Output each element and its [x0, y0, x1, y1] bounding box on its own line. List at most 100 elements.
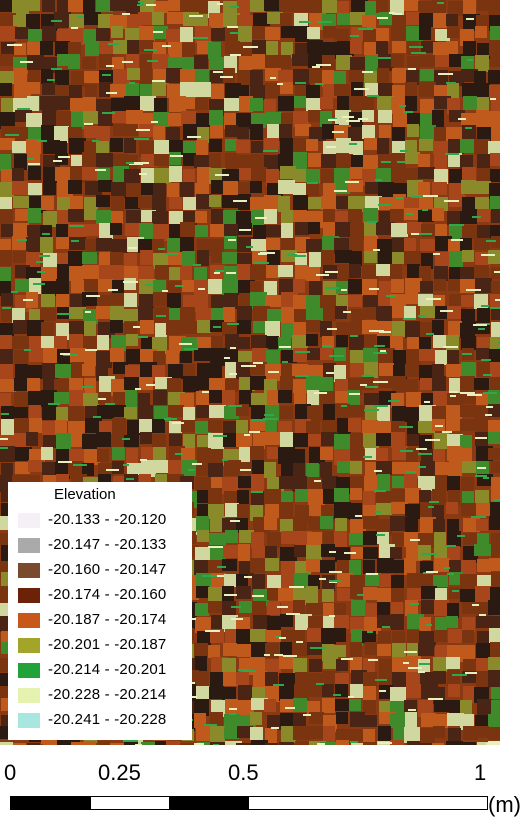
- terrain-cell: [476, 15, 489, 28]
- terrain-cell: [293, 69, 310, 85]
- terrain-cell: [84, 197, 98, 209]
- terrain-cell: [462, 617, 475, 632]
- terrain-cell: [435, 29, 450, 41]
- terrain-cell: [237, 644, 252, 657]
- terrain-cell: [281, 561, 298, 575]
- terrain-cell: [461, 560, 476, 576]
- terrain-contour: [490, 307, 500, 309]
- terrain-contour: [264, 414, 274, 416]
- terrain-cell: [41, 267, 58, 281]
- terrain-cell: [434, 127, 448, 142]
- terrain-contour: [1, 413, 9, 415]
- legend-swatch: [18, 513, 40, 528]
- terrain-cell: [71, 280, 85, 293]
- terrain-cell: [460, 589, 476, 602]
- terrain-cell: [0, 742, 13, 745]
- terrain-cell: [224, 491, 240, 503]
- terrain-contour: [314, 392, 327, 394]
- terrain-cell: [419, 197, 433, 209]
- terrain-contour: [289, 586, 304, 588]
- terrain-cell: [390, 264, 402, 280]
- terrain-cell: [390, 0, 404, 15]
- terrain-cell: [225, 699, 238, 714]
- terrain-contour: [367, 95, 379, 97]
- terrain-cell: [433, 726, 445, 738]
- terrain-cell: [405, 321, 420, 338]
- terrain-cell: [365, 83, 380, 97]
- terrain-cell: [13, 196, 30, 208]
- terrain-contour: [438, 73, 453, 75]
- terrain-cell: [153, 447, 166, 463]
- terrain-cell: [279, 476, 294, 489]
- terrain-cell: [168, 364, 185, 379]
- terrain-contour: [0, 447, 8, 449]
- terrain-contour: [424, 401, 430, 403]
- terrain-cell: [223, 421, 237, 434]
- terrain-cell: [266, 169, 279, 186]
- terrain-contour: [227, 26, 238, 28]
- terrain-cell: [237, 155, 252, 168]
- terrain-cell: [447, 393, 463, 406]
- terrain-contour: [37, 140, 47, 142]
- terrain-cell: [435, 236, 452, 251]
- terrain-cell: [407, 113, 421, 126]
- terrain-cell: [391, 575, 404, 588]
- terrain-cell: [82, 463, 94, 476]
- terrain-cell: [421, 600, 438, 614]
- terrain-cell: [250, 181, 262, 193]
- terrain-cell: [376, 503, 392, 515]
- terrain-cell: [419, 26, 431, 40]
- terrain-cell: [152, 195, 166, 212]
- terrain-cell: [421, 586, 437, 599]
- terrain-contour: [406, 471, 416, 473]
- terrain-cell: [392, 672, 407, 687]
- terrain-cell: [278, 96, 294, 111]
- terrain-cell: [112, 111, 128, 123]
- terrain-cell: [432, 208, 444, 221]
- terrain-cell: [363, 491, 375, 506]
- terrain-cell: [0, 586, 11, 603]
- terrain-cell: [113, 69, 130, 85]
- terrain-cell: [350, 642, 362, 659]
- terrain-cell: [195, 98, 208, 110]
- terrain-cell: [281, 462, 294, 476]
- legend-swatch: [18, 563, 40, 578]
- terrain-cell: [362, 110, 374, 122]
- terrain-cell: [378, 83, 393, 97]
- terrain-contour: [411, 52, 426, 54]
- terrain-contour: [471, 516, 486, 518]
- terrain-cell: [113, 154, 128, 166]
- terrain-contour: [229, 708, 237, 710]
- terrain-cell: [265, 686, 281, 702]
- legend-swatch: [18, 663, 40, 678]
- terrain-cell: [377, 644, 391, 656]
- terrain-cell: [404, 238, 416, 251]
- terrain-cell: [152, 12, 164, 25]
- terrain-contour: [379, 331, 391, 333]
- terrain-cell: [363, 307, 379, 319]
- terrain-cell: [83, 741, 96, 745]
- terrain-contour: [410, 539, 420, 541]
- terrain-cell: [250, 85, 265, 100]
- terrain-cell: [251, 698, 268, 710]
- terrain-cell: [350, 223, 367, 240]
- terrain-cell: [251, 642, 267, 657]
- terrain-cell: [124, 96, 141, 111]
- terrain-cell: [393, 365, 407, 379]
- terrain-cell: [281, 726, 296, 743]
- terrain-cell: [112, 418, 126, 435]
- terrain-cell: [208, 504, 224, 519]
- terrain-cell: [349, 322, 363, 337]
- terrain-contour: [422, 209, 428, 211]
- terrain-cell: [85, 181, 102, 195]
- terrain-cell: [69, 138, 86, 154]
- terrain-contour: [241, 365, 256, 367]
- terrain-contour: [11, 291, 18, 293]
- terrain-cell: [281, 26, 296, 38]
- terrain-cell: [29, 278, 41, 294]
- terrain-contour: [343, 311, 351, 313]
- terrain-cell: [460, 700, 472, 714]
- terrain-cell: [307, 406, 323, 421]
- terrain-contour: [374, 345, 385, 347]
- terrain-cell: [490, 54, 500, 67]
